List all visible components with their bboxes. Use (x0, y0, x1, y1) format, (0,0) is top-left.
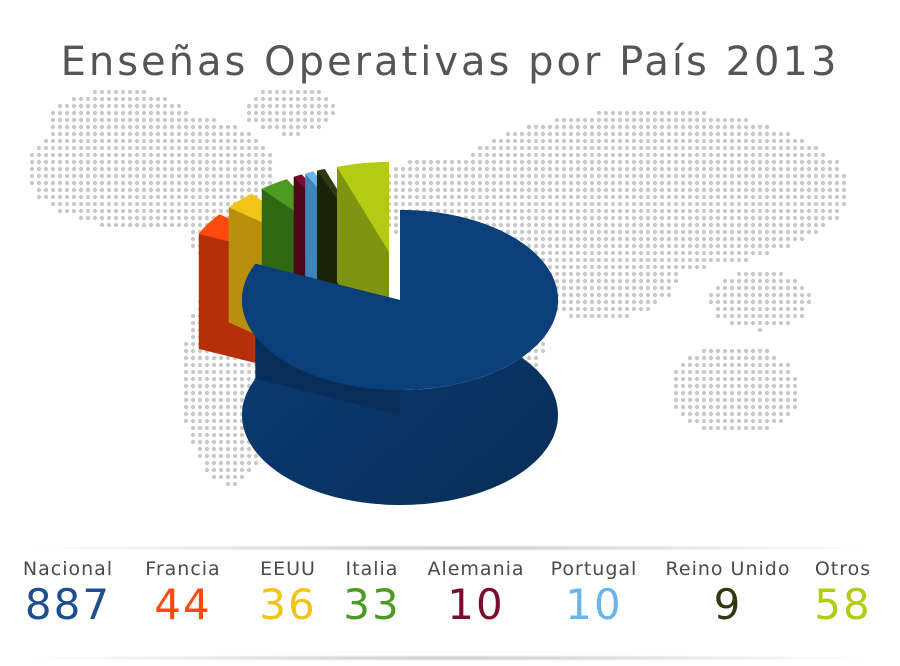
legend-item-alemania: Alemania 10 (406, 558, 546, 630)
legend-label: Otros (814, 558, 872, 580)
legend-item-francia: Francia 44 (113, 558, 253, 630)
pie-chart (29, 89, 847, 505)
legend-item-nacional: Nacional 887 (0, 558, 138, 630)
pie-slice-nacional (241, 210, 558, 505)
legend-label: Portugal (550, 558, 638, 580)
legend-label: Nacional (22, 558, 114, 580)
legend-value: 33 (343, 580, 401, 629)
legend-value: 44 (154, 580, 212, 629)
legend-item-portugal: Portugal 10 (524, 558, 664, 630)
legend-label: Francia (145, 558, 221, 580)
legend-item-reino-unido: Reino Unido 9 (658, 558, 798, 630)
legend-label: Reino Unido (665, 558, 791, 580)
legend-top-divider (20, 545, 880, 551)
legend-item-eeuu: EEUU 36 (218, 558, 358, 630)
legend-value: 887 (24, 580, 112, 629)
legend-value: 9 (713, 580, 743, 629)
legend: Nacional 887 Francia 44 EEUU 36 Italia 33 Aleman… (0, 558, 900, 650)
legend-item-otros: Otros 58 (773, 558, 900, 630)
legend-value: 10 (447, 580, 505, 629)
legend-label: Alemania (427, 558, 525, 580)
legend-bottom-divider (20, 655, 880, 661)
chart-title: Enseñas Operativas por País 2013 (60, 38, 840, 85)
legend-item-italia: Italia 33 (302, 558, 442, 630)
legend-value: 36 (259, 580, 317, 629)
pie-slices (198, 162, 558, 505)
legend-label: EEUU (260, 558, 316, 580)
legend-value: 10 (565, 580, 623, 629)
legend-label: Italia (345, 558, 399, 580)
legend-value: 58 (814, 580, 872, 629)
